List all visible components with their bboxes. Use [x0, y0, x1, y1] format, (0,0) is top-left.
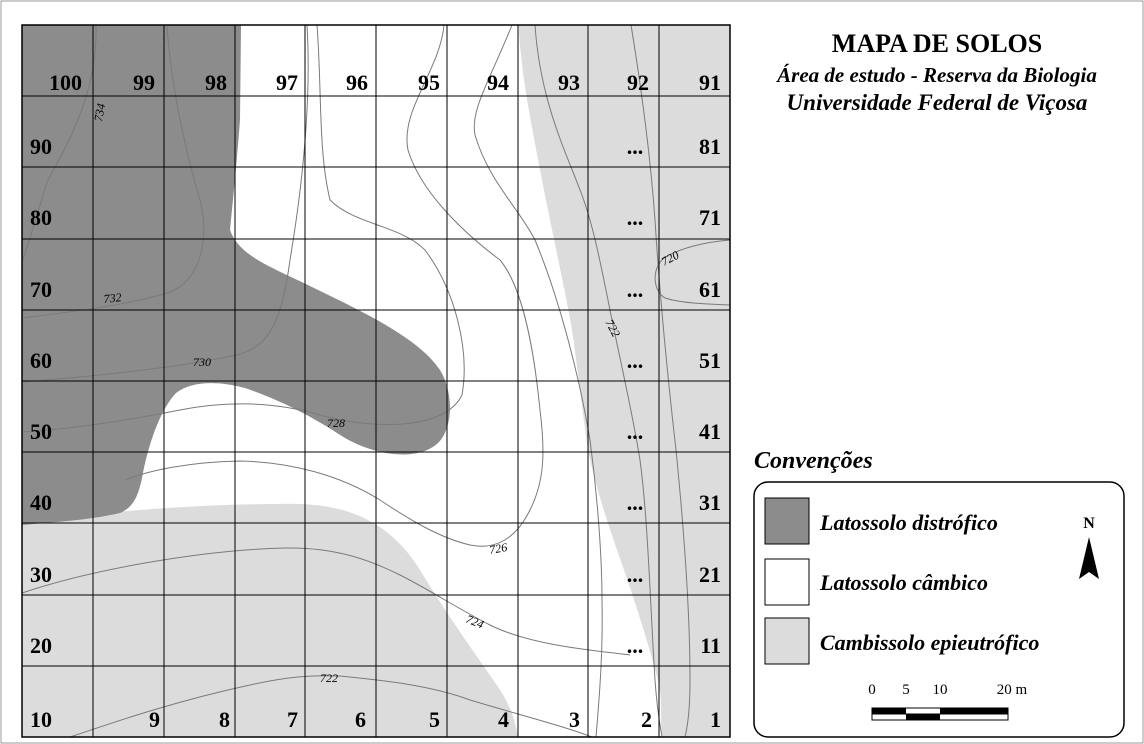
cell-label-70: 70 [30, 277, 52, 302]
legend-swatch-latossolo-distrofico [764, 497, 810, 545]
contour-722a [69, 675, 593, 738]
cell-label-8: 8 [219, 707, 230, 732]
contour-label: 730 [193, 355, 211, 369]
ellipsis: ... [627, 419, 644, 444]
legend-label: Latossolo distrófico [819, 510, 998, 535]
cell-label-21: 21 [699, 562, 721, 587]
cell-label-95: 95 [418, 70, 440, 95]
scale-label: 10 [933, 682, 948, 698]
cambissolo-bottom-area [22, 503, 518, 737]
map-institution: Universidade Federal de Viçosa [787, 90, 1088, 115]
legend: Convenções Latossolo distrófico Latossol… [753, 448, 1125, 738]
cell-label-11: 11 [700, 633, 721, 658]
cell-label-81: 81 [699, 134, 721, 159]
contour-732 [21, 24, 205, 319]
cell-label-94: 94 [487, 70, 509, 95]
contour-726b [473, 24, 603, 738]
legend-swatch-latossolo-cambico [764, 558, 810, 606]
cell-label-96: 96 [346, 70, 368, 95]
cell-label-40: 40 [30, 490, 52, 515]
cell-label-91: 91 [699, 70, 721, 95]
cell-label-3: 3 [569, 707, 580, 732]
contour-728 [21, 24, 465, 433]
legend-label: Cambissolo epieutrófico [820, 630, 1039, 655]
map-title: MAPA DE SOLOS [832, 29, 1042, 58]
ellipsis: ... [627, 348, 644, 373]
map-area: 734 732 730 728 726 724 722 722 720 100 … [21, 24, 731, 738]
cell-label-5: 5 [429, 707, 440, 732]
contour-label: 724 [464, 612, 486, 632]
contour-label: 734 [91, 102, 108, 122]
cell-label-80: 80 [30, 205, 52, 230]
legend-swatch-cambissolo-epieutrofico [764, 617, 810, 665]
legend-label: Latossolo câmbico [819, 570, 988, 595]
ellipsis-markers: ... ... ... ... ... ... ... ... [627, 134, 644, 658]
map-border [21, 24, 731, 738]
cell-label-97: 97 [276, 70, 298, 95]
cell-label-2: 2 [641, 707, 652, 732]
cell-label-60: 60 [30, 348, 52, 373]
latossolo-distrofico-area [22, 25, 450, 525]
cell-label-30: 30 [30, 562, 52, 587]
sampling-grid [22, 25, 730, 737]
contour-726a [124, 24, 544, 547]
cell-label-92: 92 [627, 70, 649, 95]
cell-label-51: 51 [699, 348, 721, 373]
cell-label-10: 10 [30, 707, 52, 732]
contour-724 [21, 547, 631, 656]
contour-labels: 734 732 730 728 726 724 722 722 720 [91, 102, 681, 685]
contour-722b [534, 24, 663, 738]
map-subtitle: Área de estudo - Reserva da Biologia [775, 63, 1097, 87]
ellipsis: ... [627, 277, 644, 302]
cell-label-7: 7 [287, 707, 298, 732]
contour-label: 722 [320, 671, 338, 685]
ellipsis: ... [627, 490, 644, 515]
cell-label-98: 98 [205, 70, 227, 95]
scale-bar: 0 5 10 20 m [868, 682, 1028, 721]
scale-label: 20 m [997, 682, 1028, 698]
contour-720a [654, 239, 731, 306]
cell-label-99: 99 [133, 70, 155, 95]
contour-label: 732 [103, 290, 122, 306]
scale-label: 5 [902, 682, 910, 698]
cell-label-41: 41 [699, 419, 721, 444]
cell-label-4: 4 [498, 707, 509, 732]
ellipsis: ... [627, 562, 644, 587]
title-block: MAPA DE SOLOS Área de estudo - Reserva d… [775, 29, 1097, 115]
north-label: N [1083, 515, 1095, 532]
contour-720b [630, 24, 691, 738]
cell-label-90: 90 [30, 134, 52, 159]
scale-label: 0 [868, 682, 876, 698]
cell-label-50: 50 [30, 419, 52, 444]
north-arrow-icon [1079, 537, 1099, 579]
grid-cell-labels: 100 99 98 97 96 95 94 93 92 91 90 80 70 … [30, 70, 721, 732]
legend-box [753, 481, 1125, 738]
cell-label-31: 31 [699, 490, 721, 515]
cell-label-9: 9 [149, 707, 160, 732]
cell-label-20: 20 [30, 633, 52, 658]
cell-label-61: 61 [699, 277, 721, 302]
ellipsis: ... [627, 633, 644, 658]
cell-label-1: 1 [710, 707, 721, 732]
cell-label-6: 6 [355, 707, 366, 732]
contour-734 [21, 24, 97, 263]
ellipsis: ... [627, 205, 644, 230]
cell-label-71: 71 [699, 205, 721, 230]
legend-title: Convenções [754, 448, 873, 474]
cell-label-93: 93 [558, 70, 580, 95]
cell-label-100: 100 [49, 70, 82, 95]
ellipsis: ... [627, 134, 644, 159]
contour-label: 726 [488, 540, 508, 557]
contour-label: 728 [327, 416, 345, 430]
